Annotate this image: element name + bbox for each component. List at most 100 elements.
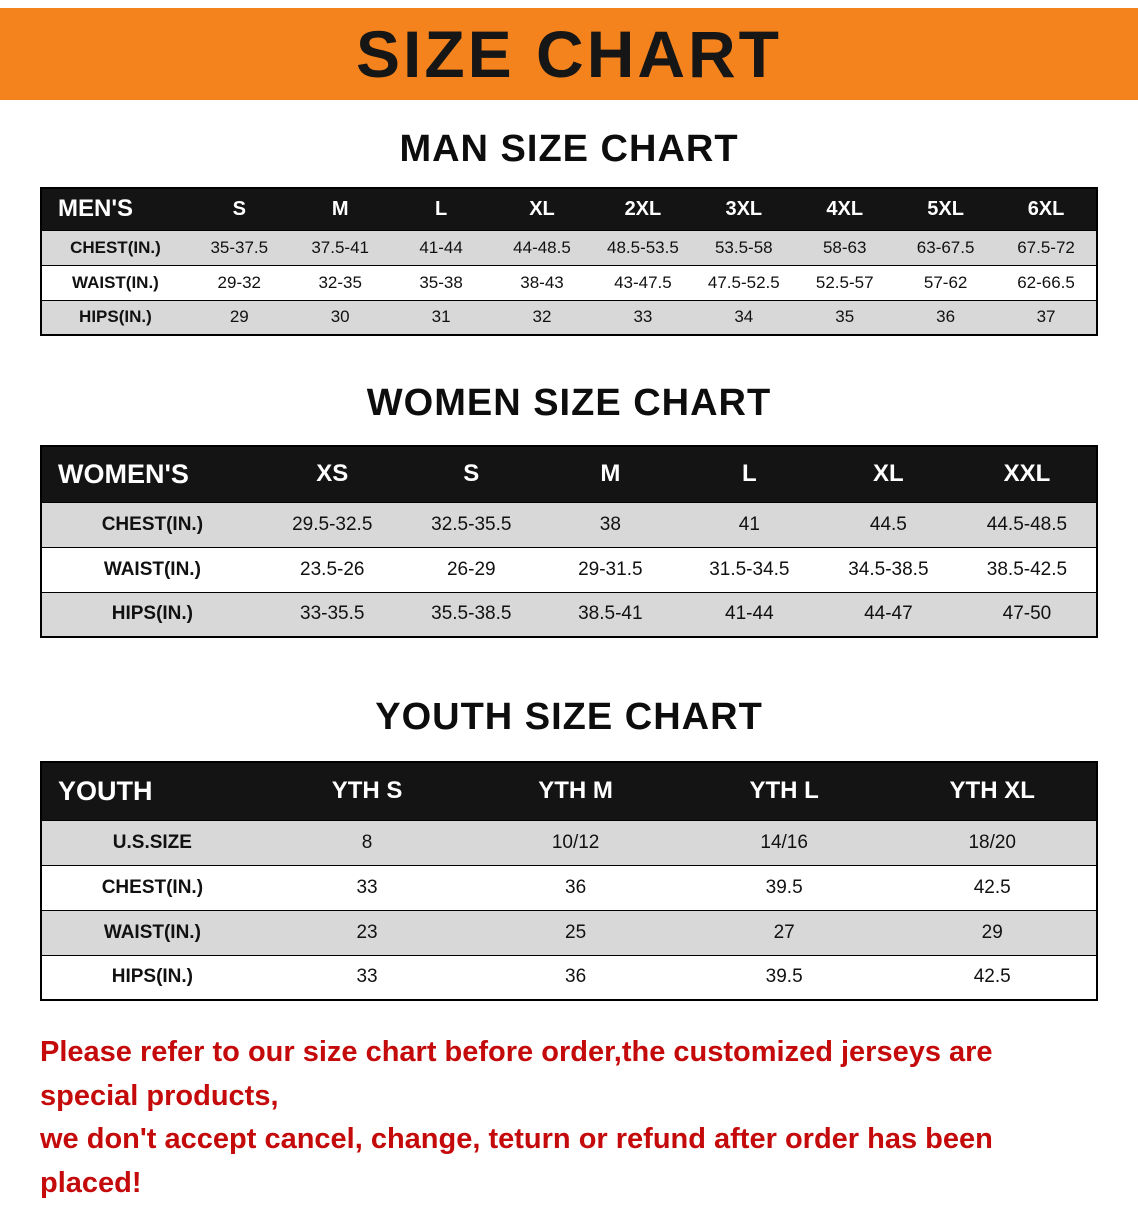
value-cell: 32-35 — [289, 264, 391, 301]
row-label-cell: CHEST(IN.) — [41, 864, 263, 911]
value-cell: 35 — [794, 299, 896, 336]
measurement-row: CHEST(IN.) 29.5-32.5 32.5-35.5 38 41 44.5 44.5… — [41, 501, 1097, 548]
value-cell: 42.5 — [888, 954, 1097, 1001]
row-label-cell: WAIST(IN.) — [41, 546, 263, 593]
value-cell: 14/16 — [679, 819, 889, 866]
measurement-row: WAIST(IN.) 23.5-26 26-29 29-31.5 31.5-34.5 34… — [41, 546, 1097, 593]
size-header-cell: 4XL — [794, 187, 896, 231]
men-size-chart-section: MAN SIZE CHART MEN'S S M L XL 2XL 3XL 4XL 5XL 6XL… — [0, 128, 1138, 336]
value-cell: 36 — [471, 954, 680, 1001]
value-cell: 29 — [888, 909, 1097, 956]
size-header-cell: YTH XL — [888, 761, 1097, 821]
value-cell: 34 — [693, 299, 795, 336]
row-label-cell: HIPS(IN.) — [41, 299, 189, 336]
youth-table-wrap: YOUTH YTH S YTH M YTH L YTH XL U.S.SIZE 8 10/12… — [40, 761, 1098, 1001]
size-header-cell: YTH S — [262, 761, 472, 821]
measurement-row: WAIST(IN.) 23 25 27 29 — [41, 909, 1097, 956]
size-header-cell: M — [540, 445, 680, 503]
value-cell: 58-63 — [794, 229, 896, 266]
measurement-row: U.S.SIZE 8 10/12 14/16 18/20 — [41, 819, 1097, 866]
value-cell: 18/20 — [888, 819, 1097, 866]
measurement-row: HIPS(IN.) 29 30 31 32 33 34 35 36 37 — [41, 299, 1097, 336]
row-label-cell: WAIST(IN.) — [41, 264, 189, 301]
measurement-row: HIPS(IN.) 33 36 39.5 42.5 — [41, 954, 1097, 1001]
value-cell: 41 — [679, 501, 819, 548]
value-cell: 44.5 — [818, 501, 958, 548]
value-cell: 48.5-53.5 — [592, 229, 694, 266]
value-cell: 42.5 — [888, 864, 1097, 911]
table-header-row: YOUTH YTH S YTH M YTH L YTH XL — [41, 761, 1097, 821]
measurement-row: CHEST(IN.) 35-37.5 37.5-41 41-44 44-48.5 48.5… — [41, 229, 1097, 266]
value-cell: 38.5-42.5 — [957, 546, 1097, 593]
value-cell: 35.5-38.5 — [401, 591, 541, 638]
women-table-wrap: WOMEN'S XS S M L XL XXL CHEST(IN.) 29.5-32.5 32.5… — [40, 445, 1098, 638]
table-title-cell: MEN'S — [41, 187, 189, 231]
row-label-cell: CHEST(IN.) — [41, 229, 189, 266]
measurement-row: WAIST(IN.) 29-32 32-35 35-38 38-43 43-47.5 47.… — [41, 264, 1097, 301]
value-cell: 29 — [188, 299, 290, 336]
value-cell: 44-48.5 — [491, 229, 593, 266]
value-cell: 23 — [262, 909, 472, 956]
size-header-cell: 2XL — [592, 187, 694, 231]
value-cell: 26-29 — [401, 546, 541, 593]
size-header-cell: M — [289, 187, 391, 231]
size-chart-banner: SIZE CHART — [0, 8, 1138, 100]
size-header-cell: 6XL — [996, 187, 1097, 231]
row-label-cell: U.S.SIZE — [41, 819, 263, 866]
value-cell: 44.5-48.5 — [957, 501, 1097, 548]
men-table-wrap: MEN'S S M L XL 2XL 3XL 4XL 5XL 6XL CHEST(IN.) 35-37… — [40, 187, 1098, 336]
value-cell: 31.5-34.5 — [679, 546, 819, 593]
size-chart-page: SIZE CHART MAN SIZE CHART MEN'S S M L XL 2XL 3… — [0, 8, 1138, 1205]
value-cell: 35-37.5 — [188, 229, 290, 266]
value-cell: 23.5-26 — [262, 546, 402, 593]
value-cell: 36 — [895, 299, 997, 336]
size-header-cell: L — [679, 445, 819, 503]
measurement-row: HIPS(IN.) 33-35.5 35.5-38.5 38.5-41 41-44 44-… — [41, 591, 1097, 638]
value-cell: 31 — [390, 299, 492, 336]
value-cell: 8 — [262, 819, 472, 866]
value-cell: 62-66.5 — [996, 264, 1097, 301]
value-cell: 52.5-57 — [794, 264, 896, 301]
value-cell: 41-44 — [390, 229, 492, 266]
value-cell: 30 — [289, 299, 391, 336]
women-chart-heading: WOMEN SIZE CHART — [366, 382, 772, 424]
value-cell: 36 — [471, 864, 680, 911]
value-cell: 53.5-58 — [693, 229, 795, 266]
row-label-cell: CHEST(IN.) — [41, 501, 263, 548]
value-cell: 10/12 — [471, 819, 680, 866]
row-label-cell: WAIST(IN.) — [41, 909, 263, 956]
youth-size-chart-section: YOUTH SIZE CHART YOUTH YTH S YTH M YTH L YTH… — [0, 696, 1138, 1001]
value-cell: 38-43 — [491, 264, 593, 301]
value-cell: 63-67.5 — [895, 229, 997, 266]
value-cell: 41-44 — [679, 591, 819, 638]
table-header-row: MEN'S S M L XL 2XL 3XL 4XL 5XL 6XL — [41, 187, 1097, 231]
value-cell: 37 — [996, 299, 1097, 336]
value-cell: 33 — [262, 864, 472, 911]
table-header-row: WOMEN'S XS S M L XL XXL — [41, 445, 1097, 503]
table-title-cell: YOUTH — [41, 761, 263, 821]
value-cell: 39.5 — [679, 954, 889, 1001]
size-header-cell: S — [188, 187, 290, 231]
women-size-chart-section: WOMEN SIZE CHART WOMEN'S XS S M L XL XXL CHEST(… — [0, 382, 1138, 638]
value-cell: 39.5 — [679, 864, 889, 911]
value-cell: 29-32 — [188, 264, 290, 301]
size-header-cell: S — [401, 445, 541, 503]
value-cell: 47-50 — [957, 591, 1097, 638]
table-title-cell: WOMEN'S — [41, 445, 263, 503]
women-size-table: WOMEN'S XS S M L XL XXL CHEST(IN.) 29.5-32.5 32.5… — [40, 445, 1098, 638]
youth-chart-heading: YOUTH SIZE CHART — [375, 696, 763, 738]
disclaimer-line-1: Please refer to our size chart before or… — [40, 1036, 993, 1112]
value-cell: 47.5-52.5 — [693, 264, 795, 301]
value-cell: 33 — [592, 299, 694, 336]
size-header-cell: XS — [262, 445, 402, 503]
size-header-cell: YTH L — [679, 761, 889, 821]
value-cell: 57-62 — [895, 264, 997, 301]
value-cell: 35-38 — [390, 264, 492, 301]
size-header-cell: XXL — [957, 445, 1097, 503]
value-cell: 25 — [471, 909, 680, 956]
size-header-cell: 3XL — [693, 187, 795, 231]
value-cell: 33 — [262, 954, 472, 1001]
value-cell: 38 — [540, 501, 680, 548]
value-cell: 29.5-32.5 — [262, 501, 402, 548]
value-cell: 38.5-41 — [540, 591, 680, 638]
